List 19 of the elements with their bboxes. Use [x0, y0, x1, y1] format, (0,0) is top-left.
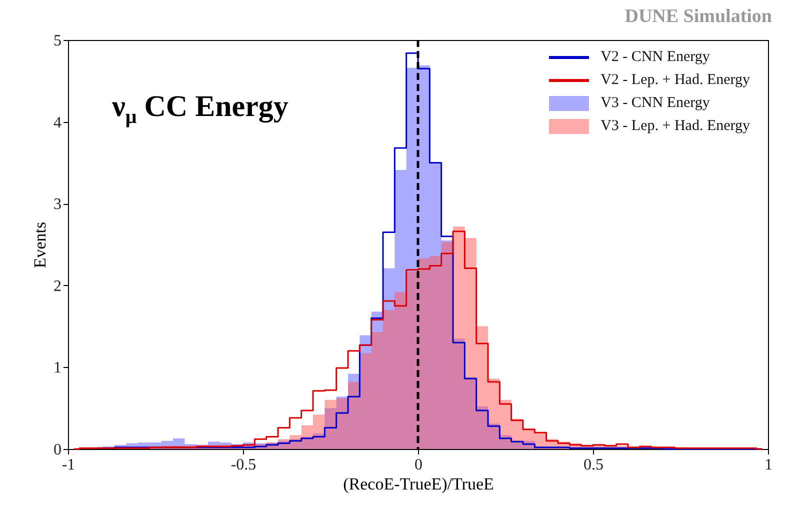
x-tick-label: 0.5 [584, 456, 604, 474]
x-axis-title: (RecoE-TrueE)/TrueE [343, 474, 494, 494]
y-tick-label: 4 [54, 114, 62, 132]
chart-title: DUNE Simulation [624, 6, 772, 27]
legend-label: V3 - Lep. + Had. Energy [600, 118, 750, 135]
y-tick-label: 2 [54, 278, 62, 295]
x-tick-label: 0 [414, 456, 422, 474]
legend-label: V3 - CNN Energy [600, 95, 710, 112]
y-axis-title: Events [30, 222, 50, 268]
x-tick-label: -0.5 [230, 456, 256, 474]
y-tick-label: 5 [54, 32, 62, 50]
x-tick-label: 1 [764, 456, 772, 474]
y-tick-label: 1 [54, 360, 62, 377]
annotation: ν$_{μ}$ CC Energy [112, 90, 288, 128]
x-tick-label: -1 [62, 456, 76, 474]
y-tick-label: 3 [54, 196, 62, 214]
y-tick-label: 0 [54, 442, 62, 458]
legend-label: V2 - Lep. + Had. Energy [600, 72, 750, 89]
legend-label: V2 - CNN Energy [600, 49, 710, 66]
